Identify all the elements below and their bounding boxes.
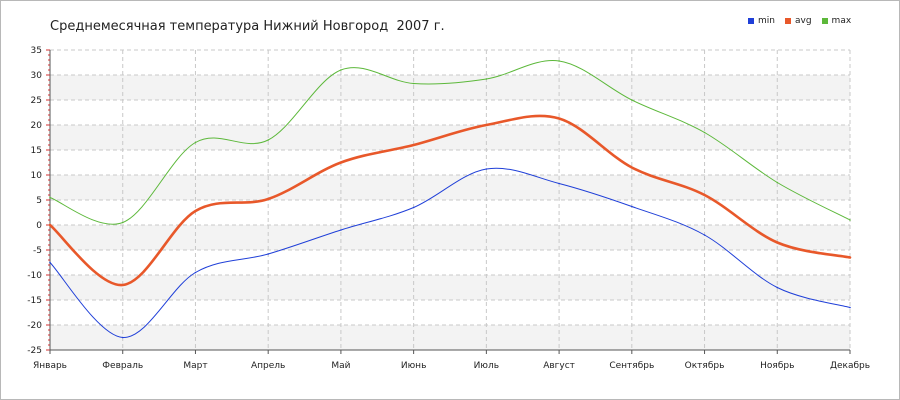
series-line-avg [48,114,852,287]
data-point-min [485,168,488,170]
data-point-max [267,139,269,141]
data-point-max [340,69,342,71]
y-tick-label: 20 [31,121,43,131]
plot-band [50,125,850,150]
data-point-avg [558,117,560,120]
data-point-min [631,205,633,208]
data-point-min [703,234,706,236]
y-tick-label: -10 [27,271,42,281]
data-point-max [49,196,51,199]
legend-label-avg: avg [794,16,812,26]
plot-band [50,325,850,350]
data-point-min [412,206,415,209]
data-point-avg [267,198,269,200]
x-tick-label: Март [183,361,207,371]
legend-item-avg: avg [784,16,812,26]
x-tick-label: Декабрь [830,361,870,371]
x-tick-label: Август [543,361,575,371]
legend-item-max: max [821,16,852,26]
data-point-min [194,271,197,274]
x-tick-label: Сентябрь [609,361,654,371]
legend-label-max: max [831,16,852,26]
x-tick-label: Январь [33,361,67,371]
data-point-avg [485,124,488,126]
data-point-avg [412,144,415,146]
chart-title: Среднемесячная температура Нижний Новгор… [50,19,445,34]
data-point-max [194,141,197,144]
y-tick-label: 10 [31,171,43,181]
plot-band [50,275,850,300]
data-point-max [703,131,706,134]
data-point-avg [703,194,706,196]
x-tick-label: Ноябрь [760,361,794,371]
x-tick-label: Октябрь [685,361,725,371]
legend-swatch-avg [784,18,791,24]
y-tick-label: 15 [31,146,42,156]
data-point-avg [849,256,851,259]
legend-swatch-min [748,18,754,24]
x-tick-label: Апрель [251,361,285,371]
y-tick-label: 25 [31,96,42,106]
series-line-min [49,167,851,339]
data-point-min [558,182,560,185]
x-tick-label: Июль [474,361,499,371]
y-tick-label: -25 [27,346,42,356]
data-point-max [776,181,779,184]
y-tick-label: -5 [33,246,42,256]
plot-band [50,75,850,100]
plot-band [50,225,850,250]
x-tick-label: Июнь [401,361,427,371]
data-point-avg [631,166,633,169]
data-point-avg [340,161,342,164]
data-point-min [340,229,342,231]
data-point-min [776,286,779,289]
data-point-min [121,336,124,339]
data-point-avg [49,224,51,226]
data-point-avg [776,241,779,244]
data-point-max [558,60,560,62]
x-tick-label: Февраль [102,361,143,371]
data-point-max [849,219,851,221]
y-tick-label: -20 [27,321,42,331]
chart-legend: min avg max [748,16,851,26]
y-tick-label: 30 [31,71,43,81]
data-point-max [631,99,633,101]
data-point-max [121,221,124,224]
data-point-min [49,261,51,264]
plot-band [50,175,850,200]
data-point-min [849,306,851,309]
y-tick-label: 5 [36,196,42,206]
x-tick-label: Май [331,361,350,371]
series-line-max [49,60,851,225]
y-tick-label: -15 [27,296,42,306]
legend-swatch-max [821,18,828,24]
data-point-avg [121,284,124,286]
data-point-min [267,253,269,255]
data-point-max [485,78,488,80]
y-tick-label: 35 [31,46,42,56]
legend-label-min: min [758,16,775,26]
data-point-max [412,82,415,85]
legend-item-min: min [748,16,775,26]
y-tick-label: 0 [36,221,42,231]
data-point-avg [194,210,197,212]
